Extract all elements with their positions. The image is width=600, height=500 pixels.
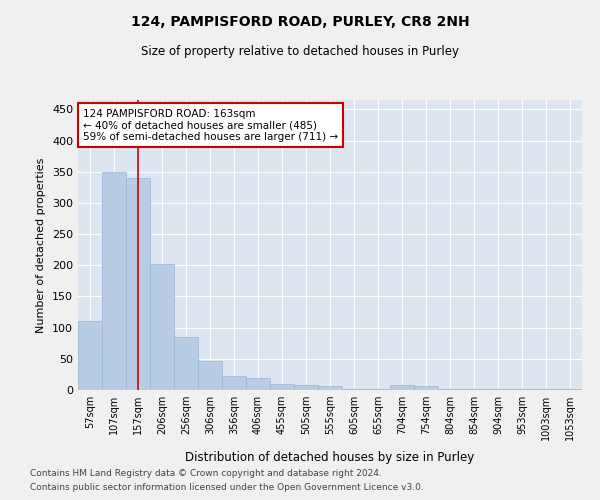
Bar	[102, 172, 126, 390]
Bar	[294, 385, 318, 390]
Bar	[174, 337, 198, 390]
Bar	[222, 376, 246, 390]
Bar	[270, 384, 294, 390]
Text: Distribution of detached houses by size in Purley: Distribution of detached houses by size …	[185, 451, 475, 464]
Bar	[534, 389, 558, 390]
Text: 124, PAMPISFORD ROAD, PURLEY, CR8 2NH: 124, PAMPISFORD ROAD, PURLEY, CR8 2NH	[131, 15, 469, 29]
Bar	[510, 389, 534, 390]
Bar	[126, 178, 150, 390]
Y-axis label: Number of detached properties: Number of detached properties	[37, 158, 46, 332]
Bar	[78, 322, 102, 390]
Text: Size of property relative to detached houses in Purley: Size of property relative to detached ho…	[141, 45, 459, 58]
Bar	[198, 360, 222, 390]
Bar	[318, 386, 342, 390]
Text: Contains public sector information licensed under the Open Government Licence v3: Contains public sector information licen…	[30, 484, 424, 492]
Text: Contains HM Land Registry data © Crown copyright and database right 2024.: Contains HM Land Registry data © Crown c…	[30, 468, 382, 477]
Text: 124 PAMPISFORD ROAD: 163sqm
← 40% of detached houses are smaller (485)
59% of se: 124 PAMPISFORD ROAD: 163sqm ← 40% of det…	[83, 108, 338, 142]
Bar	[246, 378, 270, 390]
Bar	[414, 386, 438, 390]
Bar	[150, 264, 174, 390]
Bar	[390, 385, 414, 390]
